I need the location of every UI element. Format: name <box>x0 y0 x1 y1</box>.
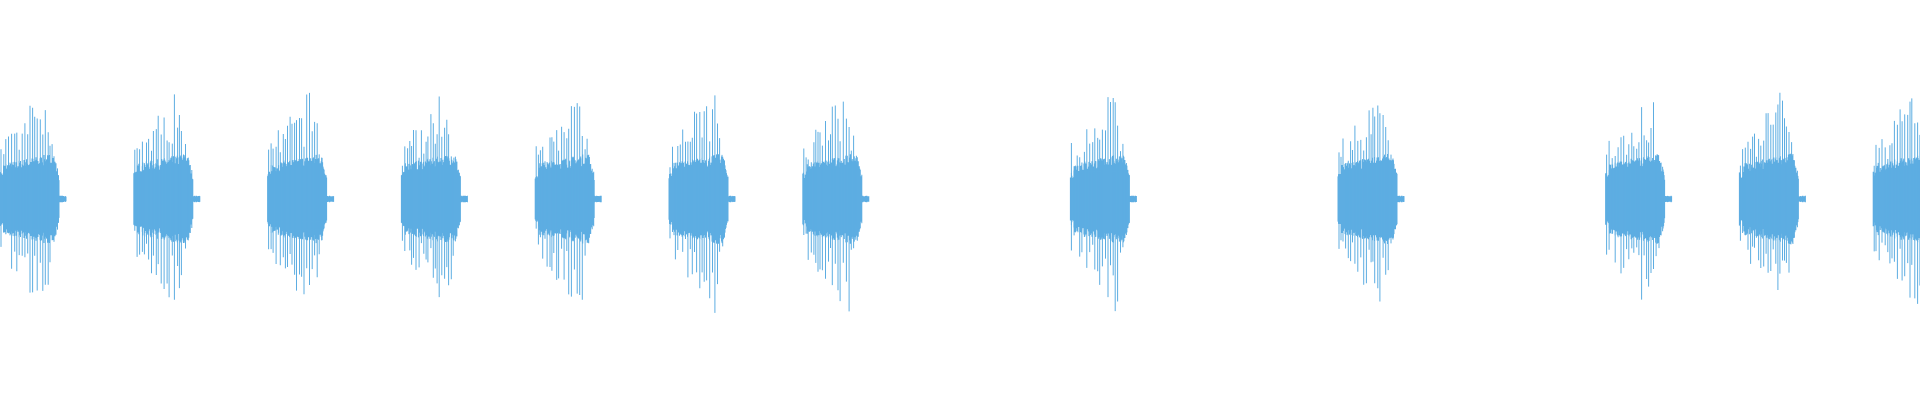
waveform-peaks <box>1606 102 1662 300</box>
waveform-peaks <box>0 105 55 293</box>
waveform-burst <box>1738 92 1806 290</box>
waveform-tail <box>1128 198 1137 200</box>
waveform-core <box>1069 155 1137 243</box>
waveform-burst <box>1337 105 1405 302</box>
waveform-peaks <box>134 94 189 300</box>
waveform-peaks <box>803 101 857 312</box>
waveform-tail <box>58 198 66 200</box>
waveform-tail <box>325 198 334 200</box>
waveform-tail <box>727 198 735 200</box>
waveform-tail <box>1396 198 1404 200</box>
waveform-peaks <box>1338 105 1393 302</box>
waveform-burst <box>400 96 468 298</box>
waveform-burst <box>802 101 870 312</box>
waveform-burst <box>0 105 67 293</box>
waveform-burst <box>1605 102 1673 300</box>
waveform-peaks <box>1873 98 1920 304</box>
waveform-burst <box>534 103 602 300</box>
waveform-core <box>1738 153 1806 245</box>
waveform-tail <box>1663 198 1672 200</box>
waveform-tail <box>459 198 468 200</box>
waveform-tail <box>1797 198 1806 200</box>
waveform-burst <box>133 94 201 300</box>
waveform-burst <box>1872 98 1920 304</box>
waveform-peaks <box>268 92 324 295</box>
waveform-burst <box>1069 97 1137 312</box>
waveform-peaks <box>401 96 457 298</box>
waveform-core <box>1872 155 1920 243</box>
waveform-peaks <box>535 103 590 300</box>
waveform-burst <box>267 92 335 295</box>
waveform-tail <box>191 198 200 200</box>
waveform-peaks <box>1739 92 1795 290</box>
waveform-peaks <box>1070 97 1127 312</box>
waveform-burst <box>668 95 736 313</box>
waveform-tail <box>593 198 602 200</box>
waveform-tail <box>860 198 869 200</box>
waveform-peaks <box>669 95 726 313</box>
